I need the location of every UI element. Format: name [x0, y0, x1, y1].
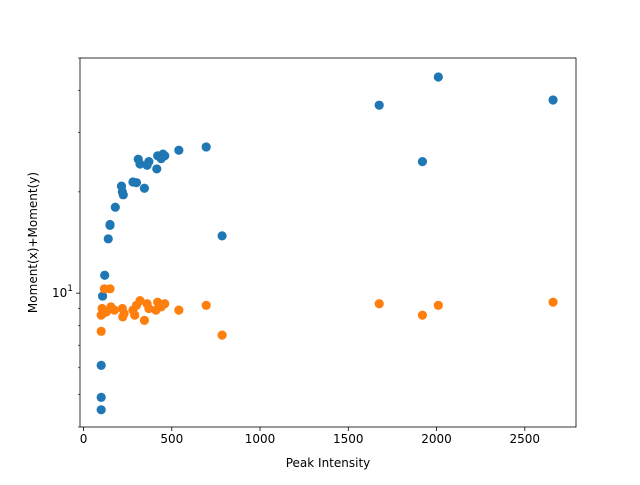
data-point: [118, 190, 128, 200]
data-point: [548, 297, 558, 307]
x-tick-label: 2500: [510, 432, 541, 446]
data-point: [144, 157, 154, 167]
data-point: [548, 95, 558, 105]
y-tick-label: 101: [52, 284, 73, 300]
data-point: [152, 164, 162, 174]
series-1: [96, 72, 558, 415]
data-point: [105, 219, 115, 230]
data-point: [374, 100, 384, 110]
data-point: [144, 303, 154, 314]
data-point: [96, 392, 106, 402]
data-point: [97, 291, 108, 301]
plot-frame: [79, 57, 577, 428]
data-point: [96, 326, 106, 336]
data-point: [96, 405, 106, 415]
data-point: [217, 330, 227, 340]
data-point: [135, 159, 145, 169]
data-point: [433, 72, 443, 82]
data-point: [201, 142, 211, 152]
data-point: [201, 300, 211, 310]
data-point: [217, 231, 227, 241]
y-axis-ticks: 101: [52, 57, 80, 428]
data-point: [139, 183, 150, 193]
data-point: [135, 296, 145, 306]
data-point: [130, 310, 140, 320]
data-point: [105, 284, 115, 294]
series-2: [96, 284, 558, 340]
x-tick-label: 2000: [421, 432, 452, 446]
data-point: [96, 360, 106, 370]
data-point: [160, 151, 170, 161]
data-point: [417, 310, 428, 320]
data-point: [433, 300, 443, 310]
data-point: [417, 157, 428, 167]
data-point: [100, 270, 110, 280]
x-tick-label: 0: [80, 432, 88, 446]
x-axis-label: Peak Intensity: [286, 456, 371, 470]
x-axis-ticks: 0 500 1000 1500 2000 2500: [80, 427, 540, 446]
data-point: [174, 145, 184, 155]
x-tick-label: 500: [160, 432, 183, 446]
data-point: [374, 299, 384, 309]
x-tick-label: 1500: [333, 432, 364, 446]
data-point: [174, 305, 184, 315]
points-layer: [96, 72, 558, 415]
data-point: [109, 305, 120, 315]
data-point: [110, 202, 120, 212]
data-point: [119, 308, 129, 319]
x-tick-label: 1000: [245, 432, 276, 446]
y-axis-label: Moment(x)+Moment(y): [26, 172, 40, 313]
data-point: [139, 315, 150, 325]
data-point: [131, 178, 142, 188]
data-point: [103, 234, 113, 244]
data-point: [160, 299, 170, 309]
